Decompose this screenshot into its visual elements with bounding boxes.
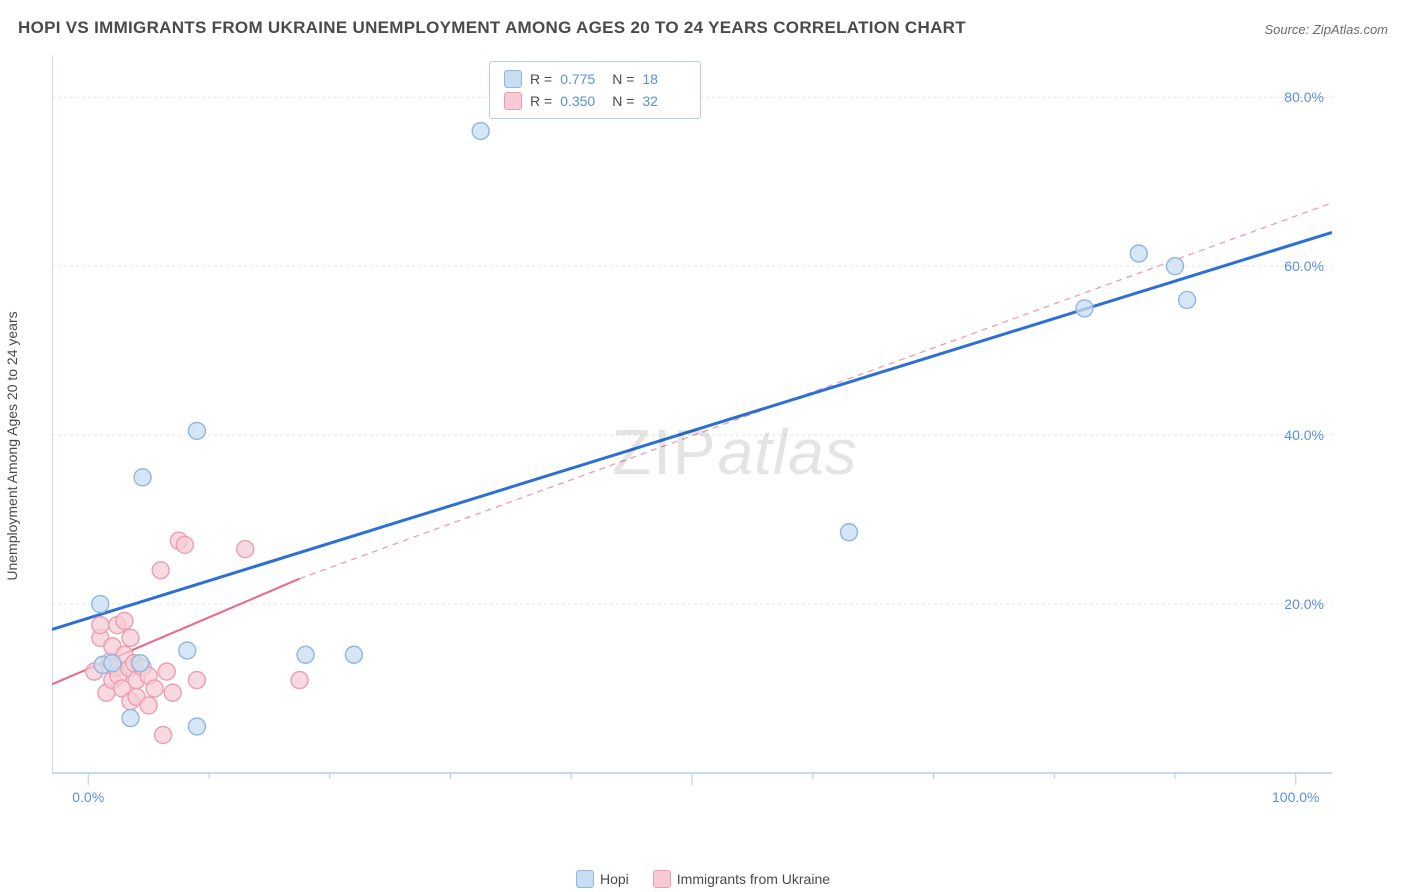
series-legend: Hopi Immigrants from Ukraine [576,870,830,888]
legend-swatch [504,70,522,88]
stats-row: R = 0.350 N = 32 [504,90,686,112]
x-tick-label: 100.0% [1272,789,1319,805]
correlation-stats-box: R = 0.775 N = 18 R = 0.350 N = 32 [489,61,701,119]
r-value: 0.350 [560,93,604,109]
r-label: R = [530,71,552,87]
y-tick-label: 80.0% [1284,89,1324,105]
r-label: R = [530,93,552,109]
x-tick-label: 0.0% [72,789,104,805]
chart-title: HOPI VS IMMIGRANTS FROM UKRAINE UNEMPLOY… [18,18,966,38]
legend-item: Hopi [576,870,629,888]
source-attribution: Source: ZipAtlas.com [1264,22,1388,37]
y-tick-label: 40.0% [1284,427,1324,443]
y-tick-label: 20.0% [1284,596,1324,612]
n-label: N = [612,71,634,87]
legend-item: Immigrants from Ukraine [653,870,830,888]
r-value: 0.775 [560,71,604,87]
legend-label: Immigrants from Ukraine [677,871,830,887]
n-label: N = [612,93,634,109]
y-axis-label: Unemployment Among Ages 20 to 24 years [4,311,20,580]
y-tick-label: 60.0% [1284,258,1324,274]
legend-swatch [504,92,522,110]
n-value: 18 [642,71,686,87]
legend-swatch [653,870,671,888]
stats-row: R = 0.775 N = 18 [504,68,686,90]
legend-swatch [576,870,594,888]
n-value: 32 [642,93,686,109]
scatter-plot [52,55,1332,810]
chart-area: ZIPatlas R =0.775N =18R =0.350N =32 0.0%… [52,55,1332,810]
legend-label: Hopi [600,871,629,887]
